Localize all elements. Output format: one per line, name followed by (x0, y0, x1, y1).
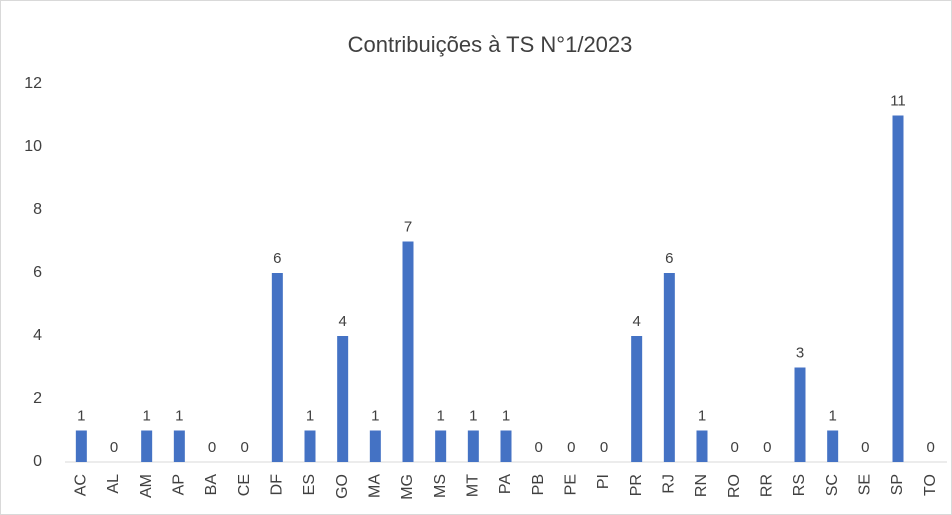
x-tick-label: GO (334, 474, 351, 499)
x-tick-label: MA (367, 474, 384, 498)
x-tick-label: RR (759, 474, 776, 497)
x-tick-label: AC (73, 474, 90, 496)
data-label: 4 (632, 313, 640, 330)
x-tick-label: AM (138, 474, 155, 498)
data-label: 1 (828, 407, 836, 424)
bar (696, 430, 708, 462)
data-label: 0 (730, 439, 738, 456)
bar (794, 367, 806, 462)
data-label: 3 (796, 344, 804, 361)
x-tick-label: PI (595, 474, 612, 489)
bar (827, 430, 839, 462)
data-label: 0 (763, 439, 771, 456)
x-tick-label: PR (628, 474, 645, 496)
x-tick-label: PE (563, 474, 580, 495)
data-label: 1 (371, 407, 379, 424)
bar (304, 430, 316, 462)
y-tick-label: 10 (24, 138, 42, 155)
x-tick-label: DF (269, 474, 286, 496)
data-label: 4 (338, 313, 346, 330)
x-tick-label: RS (791, 474, 808, 496)
bar (500, 430, 512, 462)
bar (75, 430, 87, 462)
data-label: 0 (208, 439, 216, 456)
x-tick-label: PB (530, 474, 547, 495)
data-label: 0 (110, 439, 118, 456)
y-tick-label: 12 (24, 75, 42, 92)
data-label: 0 (926, 439, 934, 456)
y-tick-label: 8 (33, 201, 42, 218)
data-label: 1 (77, 407, 85, 424)
data-label: 1 (469, 407, 477, 424)
data-label: 1 (502, 407, 510, 424)
data-label: 6 (665, 250, 673, 267)
x-tick-label: AP (171, 474, 188, 495)
x-tick-label: ES (301, 474, 318, 495)
x-tick-label: RN (693, 474, 710, 497)
y-tick-label: 4 (33, 327, 42, 344)
x-tick-label: BA (203, 474, 220, 496)
bar (892, 115, 904, 462)
x-tick-label: CE (236, 474, 253, 496)
y-tick-label: 6 (33, 264, 42, 281)
x-tick-label: SP (889, 474, 906, 495)
x-tick-label: SC (824, 474, 841, 496)
data-label: 0 (600, 439, 608, 456)
x-tick-label: SE (857, 474, 874, 495)
chart-title: Contribuições à TS N°1/2023 (348, 32, 633, 57)
data-label: 1 (175, 407, 183, 424)
data-label: 1 (142, 407, 150, 424)
x-tick-label: PA (497, 474, 514, 494)
bar (271, 273, 283, 462)
y-tick-label: 2 (33, 390, 42, 407)
data-label: 0 (861, 439, 869, 456)
bar (173, 430, 185, 462)
data-label: 0 (534, 439, 542, 456)
bar (337, 336, 349, 462)
data-label: 0 (240, 439, 248, 456)
bar (631, 336, 643, 462)
x-tick-label: RJ (661, 474, 678, 494)
data-label: 0 (567, 439, 575, 456)
data-label: 1 (436, 407, 444, 424)
x-tick-label: MS (432, 474, 449, 498)
bar (141, 430, 153, 462)
bar (663, 273, 675, 462)
x-tick-label: RO (726, 474, 743, 498)
x-tick-label: AL (105, 474, 122, 494)
data-label: 7 (404, 218, 412, 235)
data-label: 11 (890, 92, 906, 109)
data-label: 1 (698, 407, 706, 424)
x-tick-label: TO (922, 474, 939, 496)
x-tick-label: MT (465, 474, 482, 497)
bar (402, 241, 414, 462)
data-label: 6 (273, 250, 281, 267)
y-tick-label: 0 (33, 453, 42, 470)
bar (467, 430, 479, 462)
bar (435, 430, 447, 462)
data-label: 1 (306, 407, 314, 424)
x-tick-label: MG (399, 474, 416, 500)
bar (369, 430, 381, 462)
